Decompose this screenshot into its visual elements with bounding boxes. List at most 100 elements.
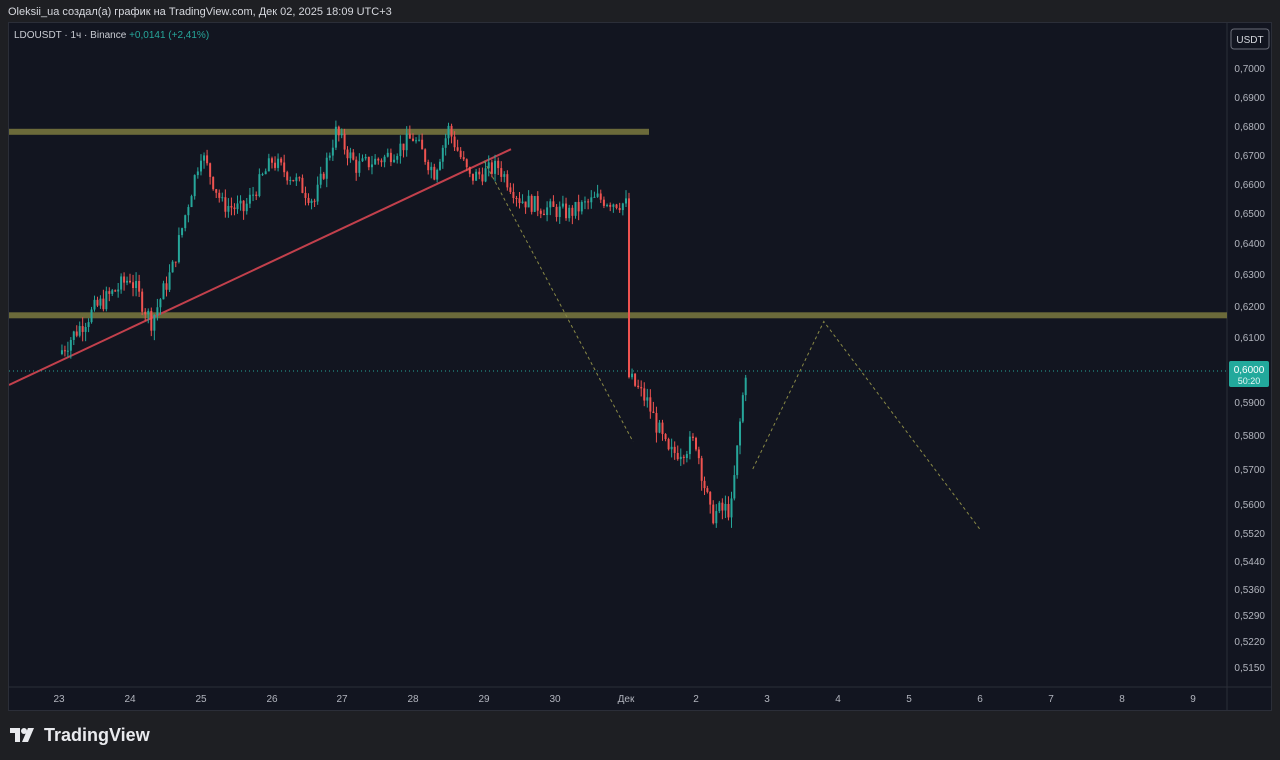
candle-body [524, 201, 527, 208]
candle-body [274, 162, 277, 168]
candle-body [367, 156, 370, 168]
candle-body [436, 169, 439, 180]
candle-body [500, 168, 503, 177]
candle-body [184, 215, 187, 229]
candle-body [688, 436, 691, 455]
candle-body [364, 156, 367, 159]
x-tick-label: 5 [906, 694, 912, 705]
y-tick-label: 0,5700 [1234, 465, 1265, 476]
candle-body [286, 172, 289, 181]
candle-body [568, 207, 571, 219]
candle-body [577, 201, 580, 212]
x-tick-label: 24 [124, 694, 136, 705]
candle-body [682, 456, 685, 458]
chart-caption: Oleksii_ua создал(а) график на TradingVi… [8, 6, 392, 18]
candle-body [261, 174, 264, 176]
candle-body [685, 454, 688, 458]
candle-body [159, 299, 162, 308]
y-tick-label: 0,5440 [1234, 557, 1265, 568]
candle-body [277, 158, 280, 168]
candle-body [631, 373, 634, 378]
candle-body [171, 261, 174, 273]
candle-body [658, 422, 661, 433]
candle-body [200, 160, 202, 172]
candle-body [283, 162, 286, 173]
candle-body [695, 437, 697, 450]
candle-body [264, 171, 267, 175]
candle-body [506, 174, 509, 188]
candle-body [679, 456, 682, 460]
candle-body [334, 126, 337, 148]
y-tick-label: 0,6500 [1234, 209, 1265, 220]
candle-body [310, 200, 313, 203]
candle-body [587, 201, 590, 203]
candle-body [596, 193, 599, 197]
candle-body [389, 152, 392, 163]
candle-body [536, 196, 539, 211]
currency-button[interactable] [1230, 28, 1270, 50]
tradingview-logo[interactable]: TradingView [10, 725, 150, 746]
candle-body [236, 203, 239, 210]
candle-body [441, 147, 444, 162]
y-tick-label: 0,6800 [1234, 122, 1265, 133]
candle-body [583, 201, 586, 203]
x-tick-label: 9 [1190, 694, 1196, 705]
candle-body [239, 200, 242, 204]
candle-body [418, 139, 421, 141]
candle-body [224, 197, 227, 212]
candle-body [456, 147, 459, 151]
candle-body [138, 281, 141, 292]
candle-body [712, 504, 715, 524]
candle-body [555, 206, 558, 217]
candle-body [190, 196, 193, 208]
y-tick-label: 0,5290 [1234, 611, 1265, 622]
candle-body [144, 311, 147, 315]
x-tick-label: 6 [977, 694, 983, 705]
candle-body [117, 289, 120, 292]
y-tick-label: 0,6700 [1234, 151, 1265, 162]
candle-body [433, 166, 436, 180]
candle-body [370, 164, 373, 168]
candle-body [670, 446, 673, 450]
y-tick-label: 0,6100 [1234, 333, 1265, 344]
y-tick-label: 0,6400 [1234, 239, 1265, 250]
candle-body [484, 168, 487, 182]
candle-body [87, 322, 90, 328]
candle-body [206, 155, 209, 164]
candle-body [212, 176, 215, 190]
candle-body [415, 140, 418, 142]
candle-body [102, 298, 105, 310]
y-tick-label: 0,5220 [1234, 637, 1265, 648]
candle-body [565, 203, 568, 219]
candle-body [408, 133, 411, 139]
candle-body [571, 207, 574, 216]
candle-body [93, 299, 96, 310]
candle-body [193, 175, 196, 197]
candle-body [706, 488, 709, 492]
candle-body [621, 203, 624, 211]
candle-body [444, 138, 447, 148]
candle-body [518, 198, 521, 204]
candle-body [533, 196, 536, 212]
candle-body [652, 411, 655, 414]
price-chart[interactable]: USDT 0,7000 0,6900 0,6800 0,6700 0,6600 0,6500… [9, 23, 1271, 710]
candle-body [546, 207, 549, 215]
candle-body [471, 173, 474, 181]
candle-body [132, 282, 135, 289]
candle-body [271, 158, 273, 163]
candle-body [181, 228, 184, 236]
x-tick-label: 29 [478, 694, 490, 705]
candle-body [322, 173, 325, 179]
price-badge [1229, 361, 1269, 387]
candle-body [81, 326, 84, 332]
candle-body [721, 502, 724, 511]
candle-body [521, 201, 524, 204]
candle-body [612, 204, 615, 207]
candle-body [340, 133, 343, 136]
candle-body [602, 199, 605, 206]
candle-body [593, 196, 596, 198]
candle-body [503, 174, 506, 177]
candle-body [319, 173, 322, 185]
y-tick-label: 0,5600 [1234, 500, 1265, 511]
chart-pane[interactable]: USDT 0,7000 0,6900 0,6800 0,6700 0,6600 0,6500… [8, 22, 1272, 711]
